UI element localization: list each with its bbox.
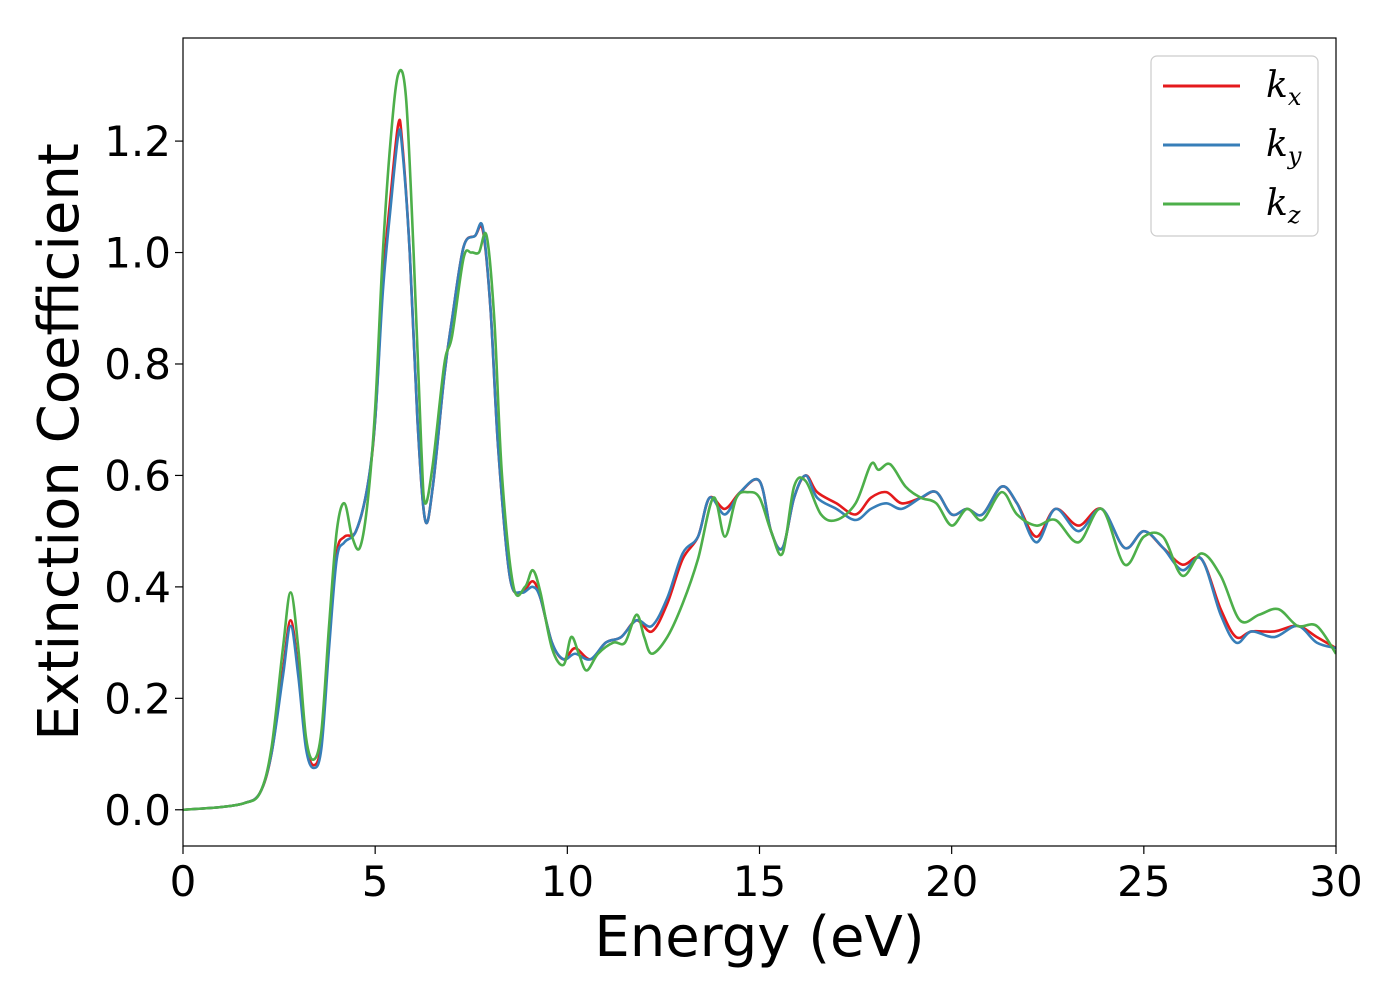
x-tick-label: 30 xyxy=(1309,857,1362,906)
y-tick-label: 1.2 xyxy=(104,117,171,166)
series-line-ky xyxy=(183,128,1336,812)
y-tick-label: 0.0 xyxy=(104,786,171,835)
legend-label: ky xyxy=(1266,124,1302,170)
y-axis-title: Extinction Coefficient xyxy=(27,143,92,741)
legend: kx ky kz xyxy=(1150,55,1319,237)
y-tick-label: 0.8 xyxy=(104,340,171,389)
x-tick-label: 0 xyxy=(170,857,197,906)
x-axis-title: Energy (eV) xyxy=(594,905,924,970)
x-tick-label: 20 xyxy=(925,857,978,906)
legend-label: kx xyxy=(1266,65,1302,111)
y-axis-ticks: 0.0 0.2 0.4 0.6 0.8 1.0 1.2 xyxy=(104,117,183,835)
legend-label: kz xyxy=(1266,183,1301,229)
x-tick-label: 15 xyxy=(733,857,786,906)
x-axis-ticks: 0 5 10 15 20 25 30 xyxy=(170,846,1363,906)
plot-lines xyxy=(183,68,1336,812)
y-tick-label: 1.0 xyxy=(104,229,171,278)
x-tick-label: 10 xyxy=(541,857,594,906)
y-tick-label: 0.4 xyxy=(104,563,171,612)
series-line-kz xyxy=(183,68,1336,812)
y-tick-label: 0.2 xyxy=(104,674,171,723)
x-tick-label: 5 xyxy=(362,857,389,906)
y-tick-label: 0.6 xyxy=(104,451,171,500)
x-tick-label: 25 xyxy=(1117,857,1170,906)
